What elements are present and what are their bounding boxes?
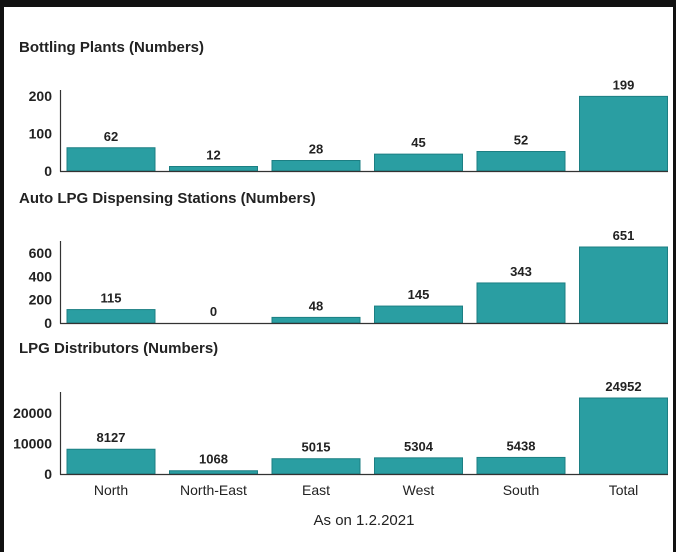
x-category-label: South xyxy=(503,482,540,498)
bar-west xyxy=(374,153,463,172)
y-tick-label: 0 xyxy=(44,466,52,482)
x-category-label: North xyxy=(94,482,128,498)
bar-east xyxy=(271,458,361,475)
data-label: 48 xyxy=(309,298,323,313)
data-label: 8127 xyxy=(97,430,126,445)
y-tick-label: 100 xyxy=(29,126,53,142)
bar-north-east xyxy=(169,470,258,475)
y-tick-label: 600 xyxy=(29,245,53,261)
y-tick-label: 10000 xyxy=(13,436,52,452)
y-tick-label: 400 xyxy=(29,268,53,284)
data-label: 28 xyxy=(309,142,323,157)
bar-south xyxy=(476,151,566,172)
bar-total xyxy=(579,397,668,475)
y-tick-label: 0 xyxy=(44,315,52,331)
data-label: 62 xyxy=(104,129,118,144)
y-tick-label: 20000 xyxy=(13,405,52,421)
chart-panel-auto-lpg: 0 200 400 600 115 0 48 145 343 651 xyxy=(29,228,668,331)
x-category-label: North-East xyxy=(180,482,247,498)
chart-title-lpg-distributors: LPG Distributors (Numbers) xyxy=(19,340,218,357)
bar-south xyxy=(476,456,566,475)
bar-west xyxy=(374,305,463,324)
data-label: 52 xyxy=(514,133,528,148)
data-label: 115 xyxy=(101,291,122,306)
bar-north-east xyxy=(169,166,258,172)
data-label: 199 xyxy=(613,77,635,92)
footer-note: As on 1.2.2021 xyxy=(314,512,415,529)
data-label: 24952 xyxy=(605,379,641,394)
bar-east xyxy=(271,160,361,172)
y-tick-label: 200 xyxy=(29,88,53,104)
y-tick-label: 0 xyxy=(44,163,52,179)
bar-south xyxy=(476,282,566,324)
data-label: 1068 xyxy=(199,452,228,467)
data-label: 5304 xyxy=(404,439,434,454)
bar-total xyxy=(579,246,668,324)
bar-north xyxy=(66,147,156,172)
x-category-label: Total xyxy=(609,482,639,498)
bar-east xyxy=(271,316,361,324)
bar-north xyxy=(66,448,156,475)
data-label: 651 xyxy=(613,228,635,243)
data-label: 145 xyxy=(408,287,430,302)
data-label: 12 xyxy=(206,148,220,163)
bar-west xyxy=(374,457,463,475)
x-category-label: West xyxy=(403,482,435,498)
chart-panel-bottling: 0 100 200 62 12 28 45 52 199 xyxy=(29,77,668,179)
data-label: 0 xyxy=(210,304,217,319)
bar-total xyxy=(579,95,668,172)
data-label: 45 xyxy=(411,135,425,150)
chart-title-bottling-plants: Bottling Plants (Numbers) xyxy=(19,39,204,56)
x-category-label: East xyxy=(302,482,330,498)
chart-title-auto-lpg: Auto LPG Dispensing Stations (Numbers) xyxy=(19,190,316,207)
bar-north xyxy=(66,309,156,324)
data-label: 5015 xyxy=(302,440,331,455)
chart-panel-distributors: 0 10000 20000 8127 1068 5015 5304 5438 24952 xyxy=(13,379,668,482)
data-label: 5438 xyxy=(507,438,536,453)
y-tick-label: 200 xyxy=(29,292,53,308)
data-label: 343 xyxy=(510,264,532,279)
